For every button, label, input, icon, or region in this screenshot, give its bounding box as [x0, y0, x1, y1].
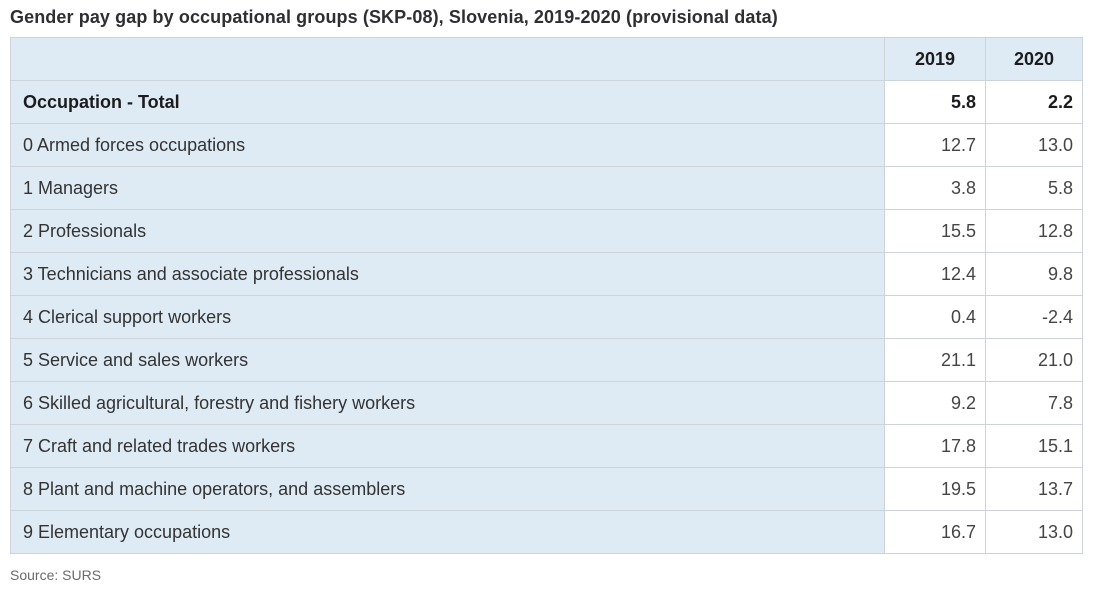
- value-2019-cell: 19.5: [884, 467, 986, 511]
- total-value-2019: 5.8: [884, 80, 986, 124]
- table-row: 1 Managers 3.8 5.8: [10, 166, 1083, 210]
- value-2019-cell: 15.5: [884, 209, 986, 253]
- value-2020-cell: 13.7: [985, 467, 1083, 511]
- occupation-cell: 2 Professionals: [10, 209, 885, 253]
- occupation-cell: 9 Elementary occupations: [10, 510, 885, 554]
- value-2019-cell: 17.8: [884, 424, 986, 468]
- table-row: 2 Professionals 15.5 12.8: [10, 209, 1083, 253]
- total-label: Occupation - Total: [10, 80, 885, 124]
- occupation-cell: 5 Service and sales workers: [10, 338, 885, 382]
- occupation-cell: 7 Craft and related trades workers: [10, 424, 885, 468]
- occupation-cell: 4 Clerical support workers: [10, 295, 885, 339]
- table-row: 4 Clerical support workers 0.4 -2.4: [10, 295, 1083, 339]
- table-row: 5 Service and sales workers 21.1 21.0: [10, 338, 1083, 382]
- value-2020-cell: 15.1: [985, 424, 1083, 468]
- value-2019-cell: 9.2: [884, 381, 986, 425]
- value-2019-cell: 16.7: [884, 510, 986, 554]
- table-header-row: 2019 2020: [10, 37, 1083, 81]
- value-2020-cell: 12.8: [985, 209, 1083, 253]
- table-row: 0 Armed forces occupations 12.7 13.0: [10, 123, 1083, 167]
- table-row-total: Occupation - Total 5.8 2.2: [10, 80, 1083, 124]
- value-2019-cell: 12.4: [884, 252, 986, 296]
- table-row: 9 Elementary occupations 16.7 13.0: [10, 510, 1083, 554]
- value-2020-cell: -2.4: [985, 295, 1083, 339]
- value-2019-cell: 3.8: [884, 166, 986, 210]
- value-2019-cell: 21.1: [884, 338, 986, 382]
- table-row: 8 Plant and machine operators, and assem…: [10, 467, 1083, 511]
- page-title: Gender pay gap by occupational groups (S…: [10, 7, 778, 27]
- source-note: Source: SURS: [10, 567, 102, 583]
- value-2019-cell: 12.7: [884, 123, 986, 167]
- column-header-2020: 2020: [985, 37, 1083, 81]
- value-2020-cell: 5.8: [985, 166, 1083, 210]
- value-2020-cell: 13.0: [985, 510, 1083, 554]
- value-2020-cell: 9.8: [985, 252, 1083, 296]
- occupation-cell: 6 Skilled agricultural, forestry and fis…: [10, 381, 885, 425]
- occupation-cell: 0 Armed forces occupations: [10, 123, 885, 167]
- corner-header-cell: [10, 37, 885, 81]
- table-row: 6 Skilled agricultural, forestry and fis…: [10, 381, 1083, 425]
- occupation-cell: 1 Managers: [10, 166, 885, 210]
- table-row: 7 Craft and related trades workers 17.8 …: [10, 424, 1083, 468]
- total-value-2020: 2.2: [985, 80, 1083, 124]
- table-row: 3 Technicians and associate professional…: [10, 252, 1083, 296]
- value-2020-cell: 7.8: [985, 381, 1083, 425]
- value-2019-cell: 0.4: [884, 295, 986, 339]
- column-header-2019: 2019: [884, 37, 986, 81]
- occupation-cell: 8 Plant and machine operators, and assem…: [10, 467, 885, 511]
- value-2020-cell: 21.0: [985, 338, 1083, 382]
- data-table: 2019 2020 Occupation - Total 5.8 2.2 0 A…: [10, 37, 1083, 554]
- occupation-cell: 3 Technicians and associate professional…: [10, 252, 885, 296]
- value-2020-cell: 13.0: [985, 123, 1083, 167]
